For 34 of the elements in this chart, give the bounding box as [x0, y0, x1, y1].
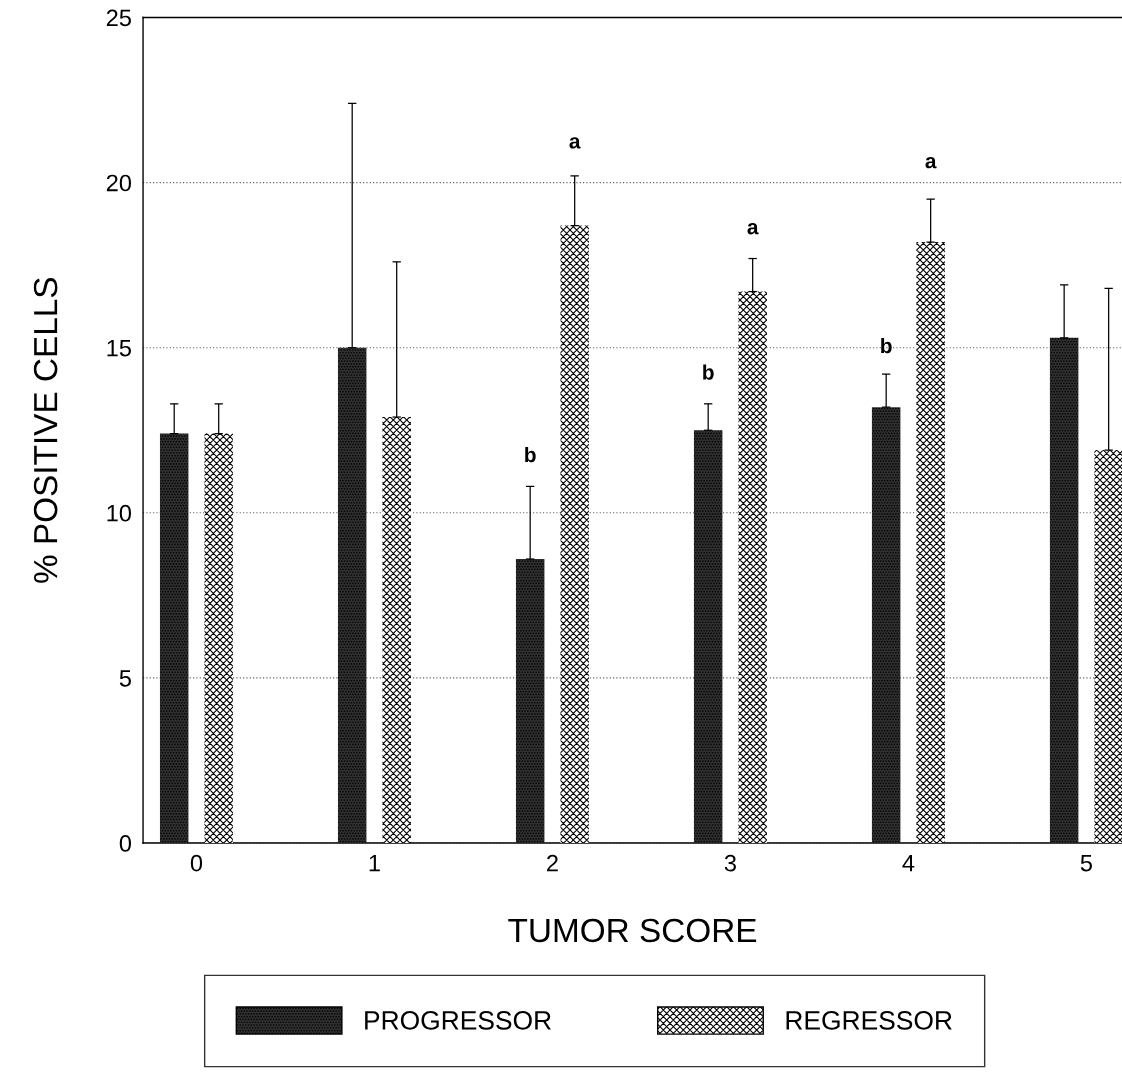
x-axis-title: TUMOR SCORE — [508, 918, 757, 943]
bar — [560, 225, 589, 844]
y-tick-label: 5 — [119, 670, 131, 687]
y-tick-label: 25 — [106, 9, 131, 27]
annotation: b — [525, 446, 536, 463]
bar — [693, 430, 723, 844]
bar — [337, 347, 367, 844]
annotation: a — [747, 222, 759, 235]
bar — [1094, 450, 1122, 844]
bar — [204, 433, 233, 844]
bar — [738, 291, 767, 844]
bar — [916, 242, 945, 844]
y-axis-title: % POSITIVE CELLS — [33, 278, 58, 583]
annotation: a — [925, 156, 937, 169]
y-tick-label: 10 — [107, 504, 132, 522]
annotation: a — [569, 137, 581, 149]
bar — [159, 433, 189, 844]
legend-label: REGRESSOR — [786, 1011, 952, 1030]
bar — [871, 407, 901, 844]
x-tick-label: 2 — [547, 854, 558, 872]
y-tick-label: 15 — [107, 340, 131, 357]
bar — [382, 417, 411, 844]
y-tick-label: 0 — [119, 835, 132, 852]
x-tick-label: 3 — [724, 854, 736, 872]
annotation: b — [881, 337, 892, 354]
legend-label: PROGRESSOR — [365, 1011, 551, 1030]
x-tick-label: 1 — [369, 855, 380, 872]
y-tick-label: 20 — [106, 174, 132, 192]
annotation: b — [703, 364, 714, 380]
bar — [515, 559, 545, 844]
x-tick-label: 4 — [902, 855, 915, 872]
x-tick-label: 5 — [1080, 855, 1092, 872]
bar — [1049, 337, 1079, 844]
x-tick-label: 0 — [190, 854, 203, 872]
